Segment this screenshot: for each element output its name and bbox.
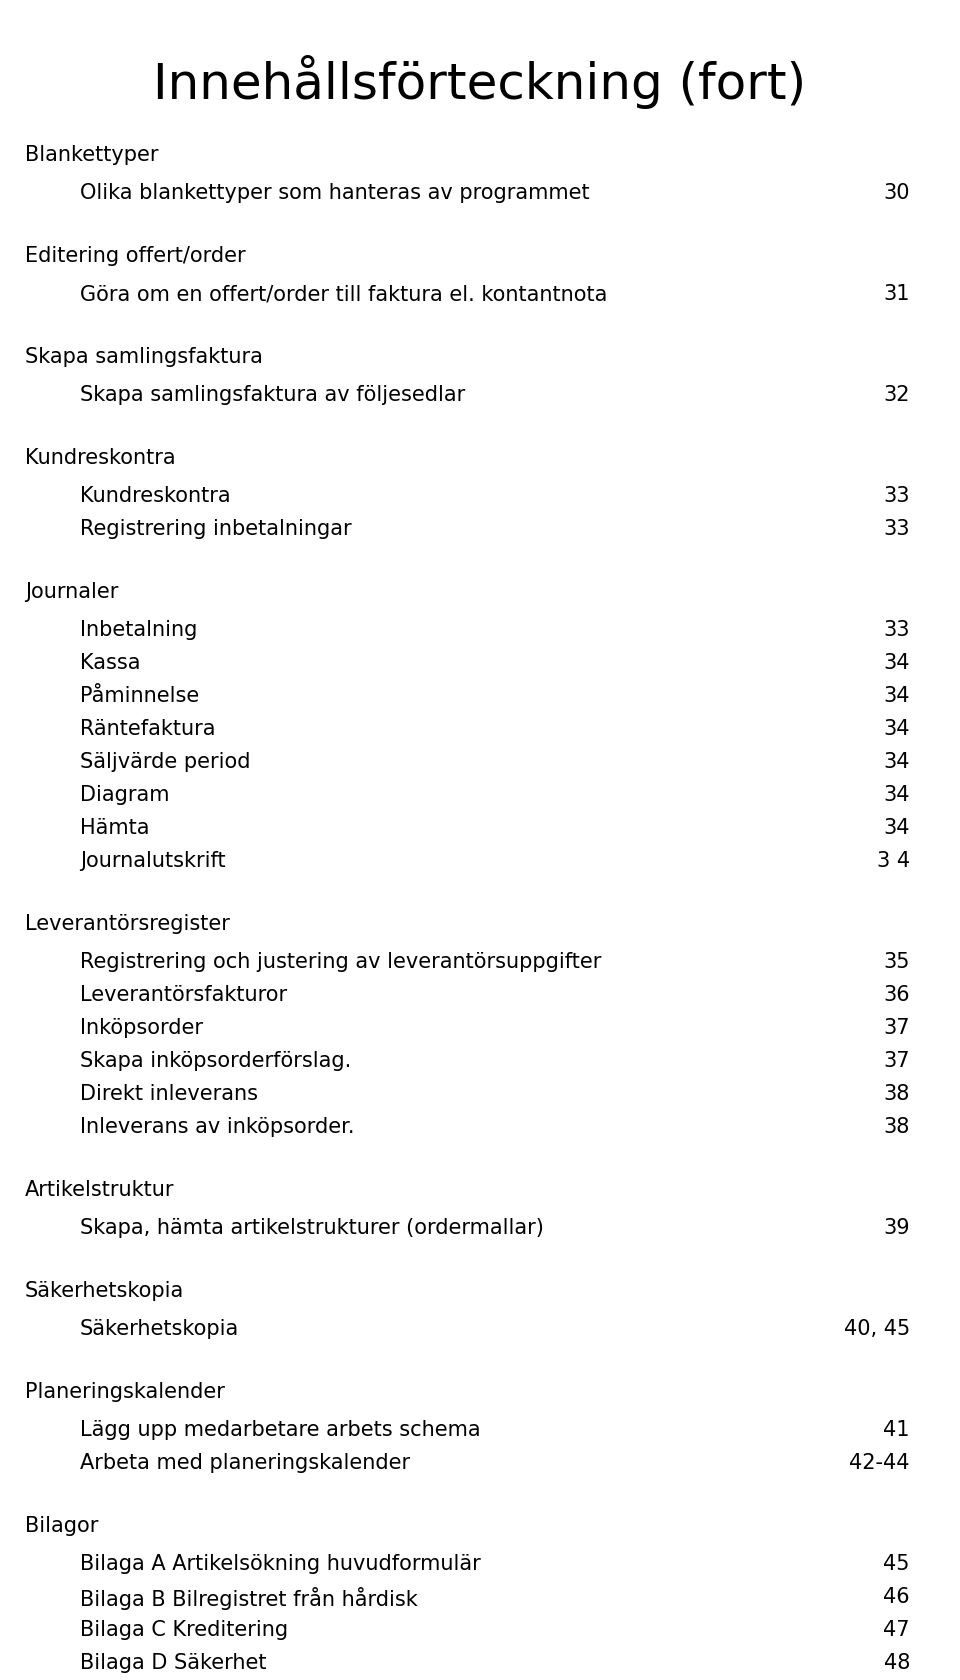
Text: Innehållsförteckning (fort): Innehållsförteckning (fort): [154, 55, 806, 109]
Text: Direkt inleverans: Direkt inleverans: [80, 1084, 258, 1104]
Text: Hämta: Hämta: [80, 818, 150, 838]
Text: Artikelstruktur: Artikelstruktur: [25, 1179, 175, 1200]
Text: Kundreskontra: Kundreskontra: [80, 486, 230, 506]
Text: Bilagor: Bilagor: [25, 1515, 98, 1536]
Text: Registrering inbetalningar: Registrering inbetalningar: [80, 519, 351, 539]
Text: 35: 35: [883, 953, 910, 973]
Text: 45: 45: [883, 1554, 910, 1574]
Text: Säkerhetskopia: Säkerhetskopia: [25, 1280, 184, 1300]
Text: Journaler: Journaler: [25, 581, 118, 601]
Text: Skapa inköpsorderförslag.: Skapa inköpsorderförslag.: [80, 1052, 351, 1072]
Text: Journalutskrift: Journalutskrift: [80, 852, 226, 870]
Text: Inbetalning: Inbetalning: [80, 620, 198, 640]
Text: 38: 38: [883, 1117, 910, 1137]
Text: Bilaga C Kreditering: Bilaga C Kreditering: [80, 1620, 288, 1640]
Text: 46: 46: [883, 1588, 910, 1608]
Text: Bilaga D Säkerhet: Bilaga D Säkerhet: [80, 1653, 267, 1673]
Text: Bilaga A Artikelsökning huvudformulär: Bilaga A Artikelsökning huvudformulär: [80, 1554, 481, 1574]
Text: Skapa samlingsfaktura: Skapa samlingsfaktura: [25, 348, 263, 366]
Text: Påminnelse: Påminnelse: [80, 685, 200, 706]
Text: Editering offert/order: Editering offert/order: [25, 245, 246, 265]
Text: 42-44: 42-44: [850, 1453, 910, 1473]
Text: 31: 31: [883, 284, 910, 304]
Text: Kundreskontra: Kundreskontra: [25, 449, 176, 469]
Text: Räntefaktura: Räntefaktura: [80, 719, 215, 739]
Text: 3 4: 3 4: [876, 852, 910, 870]
Text: Skapa samlingsfaktura av följesedlar: Skapa samlingsfaktura av följesedlar: [80, 385, 466, 405]
Text: 40, 45: 40, 45: [844, 1319, 910, 1339]
Text: Bilaga B Bilregistret från hårdisk: Bilaga B Bilregistret från hårdisk: [80, 1588, 418, 1609]
Text: Arbeta med planeringskalender: Arbeta med planeringskalender: [80, 1453, 410, 1473]
Text: 36: 36: [883, 984, 910, 1005]
Text: 37: 37: [883, 1018, 910, 1038]
Text: 47: 47: [883, 1620, 910, 1640]
Text: 34: 34: [883, 785, 910, 805]
Text: 32: 32: [883, 385, 910, 405]
Text: 48: 48: [883, 1653, 910, 1673]
Text: Göra om en offert/order till faktura el. kontantnota: Göra om en offert/order till faktura el.…: [80, 284, 608, 304]
Text: 34: 34: [883, 719, 910, 739]
Text: 34: 34: [883, 753, 910, 773]
Text: Säljvärde period: Säljvärde period: [80, 753, 251, 773]
Text: Skapa, hämta artikelstrukturer (ordermallar): Skapa, hämta artikelstrukturer (ordermal…: [80, 1218, 544, 1238]
Text: 33: 33: [883, 519, 910, 539]
Text: 38: 38: [883, 1084, 910, 1104]
Text: Leverantörsregister: Leverantörsregister: [25, 914, 229, 934]
Text: 41: 41: [883, 1420, 910, 1440]
Text: 34: 34: [883, 654, 910, 674]
Text: Kassa: Kassa: [80, 654, 140, 674]
Text: 34: 34: [883, 685, 910, 706]
Text: Olika blankettyper som hanteras av programmet: Olika blankettyper som hanteras av progr…: [80, 183, 589, 203]
Text: 33: 33: [883, 486, 910, 506]
Text: Diagram: Diagram: [80, 785, 170, 805]
Text: Säkerhetskopia: Säkerhetskopia: [80, 1319, 239, 1339]
Text: Leverantörsfakturor: Leverantörsfakturor: [80, 984, 287, 1005]
Text: 37: 37: [883, 1052, 910, 1072]
Text: Inköpsorder: Inköpsorder: [80, 1018, 203, 1038]
Text: Lägg upp medarbetare arbets schema: Lägg upp medarbetare arbets schema: [80, 1420, 481, 1440]
Text: Blankettyper: Blankettyper: [25, 144, 158, 165]
Text: Inleverans av inköpsorder.: Inleverans av inköpsorder.: [80, 1117, 354, 1137]
Text: 30: 30: [883, 183, 910, 203]
Text: Planeringskalender: Planeringskalender: [25, 1383, 225, 1403]
Text: 34: 34: [883, 818, 910, 838]
Text: 39: 39: [883, 1218, 910, 1238]
Text: 33: 33: [883, 620, 910, 640]
Text: Registrering och justering av leverantörsuppgifter: Registrering och justering av leverantör…: [80, 953, 601, 973]
